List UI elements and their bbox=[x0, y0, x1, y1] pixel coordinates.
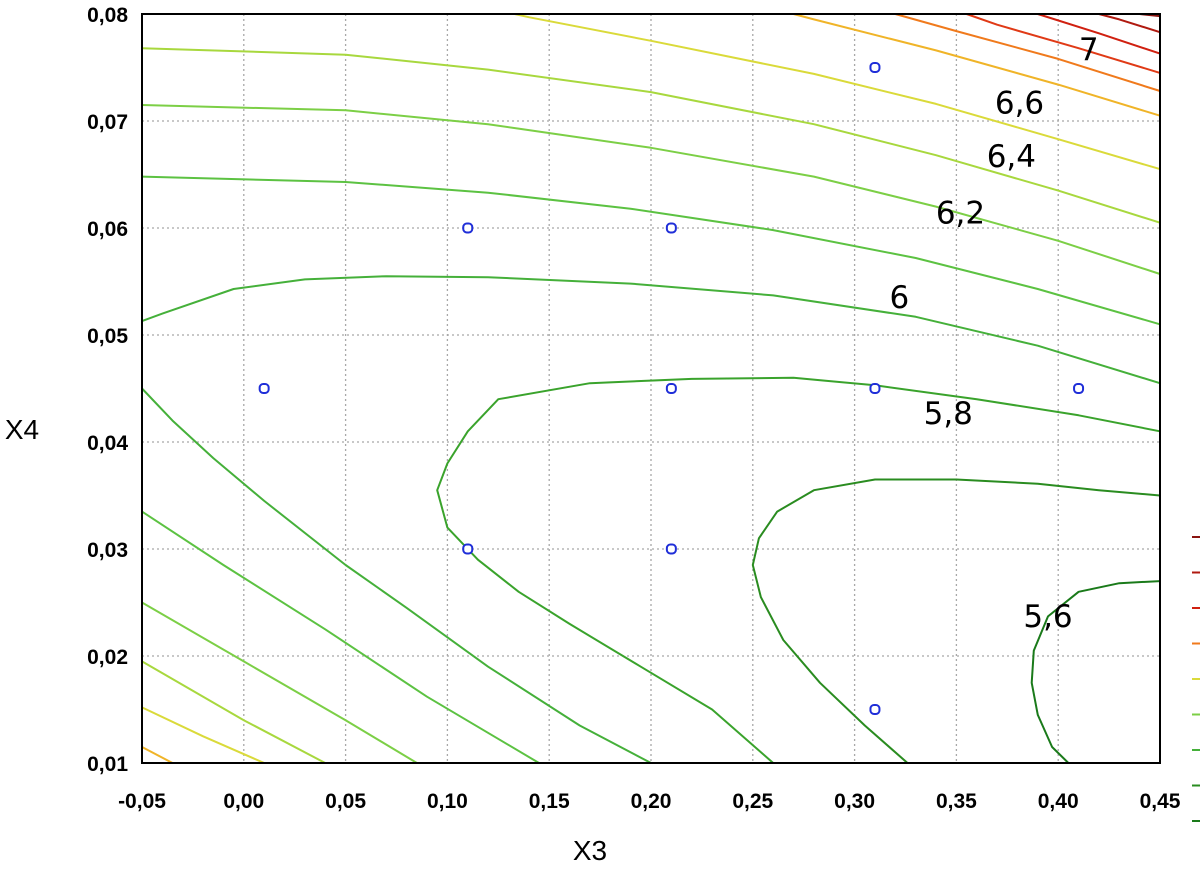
x-tick-label: 0,35 bbox=[936, 790, 977, 813]
y-tick-label: 0,04 bbox=[87, 432, 128, 455]
y-axis-title: X4 bbox=[5, 414, 39, 445]
x-tick-label: -0,05 bbox=[118, 790, 166, 813]
y-tick-label: 0,01 bbox=[87, 753, 128, 776]
x-tick-label: 0,20 bbox=[631, 790, 672, 813]
design-point bbox=[258, 383, 270, 394]
contour-label: 7 bbox=[1079, 32, 1099, 68]
contour-label: 5,6 bbox=[1023, 599, 1072, 635]
contour-labels: 7 6,6 6,46,2 6 5,8 5,6 bbox=[890, 32, 1099, 635]
contour-line bbox=[514, 13, 1161, 171]
contour-line bbox=[141, 660, 326, 764]
contour-line bbox=[895, 13, 1161, 92]
contour-line bbox=[966, 13, 1161, 74]
contour-line bbox=[141, 706, 265, 764]
x-tick-label: 0,30 bbox=[834, 790, 875, 813]
grid bbox=[142, 14, 1160, 763]
contour-line bbox=[141, 746, 173, 764]
contour-line bbox=[1098, 13, 1161, 34]
y-axis-ticks: 0,01 0,02 0,03 0,04 0,05 0,06 0,07 0,08 bbox=[87, 4, 128, 776]
contour-line bbox=[141, 104, 1161, 275]
y-tick-label: 0,05 bbox=[87, 325, 128, 348]
contour-line bbox=[141, 387, 652, 764]
design-point bbox=[1073, 383, 1085, 394]
y-tick-label: 0,02 bbox=[87, 646, 128, 669]
y-tick-label: 0,06 bbox=[87, 218, 128, 241]
contour-line bbox=[141, 47, 1161, 224]
design-point bbox=[462, 222, 474, 234]
x-tick-label: 0,45 bbox=[1140, 790, 1181, 813]
design-point bbox=[665, 543, 677, 555]
x-tick-label: 0,05 bbox=[325, 790, 366, 813]
contour-line bbox=[141, 601, 418, 764]
contour-line bbox=[1037, 13, 1161, 55]
design-point bbox=[869, 704, 881, 715]
legend bbox=[1192, 536, 1200, 822]
design-points bbox=[258, 62, 1085, 715]
contour-line bbox=[751, 478, 1161, 764]
contour-line bbox=[141, 510, 540, 764]
design-point bbox=[869, 383, 881, 394]
contour-line bbox=[436, 376, 1161, 764]
x-tick-label: 0,15 bbox=[529, 790, 570, 813]
contour-label: 6,4 bbox=[987, 139, 1036, 175]
design-point bbox=[665, 383, 677, 394]
contour-label: 6,6 bbox=[995, 85, 1044, 121]
design-point bbox=[869, 62, 881, 73]
design-point bbox=[665, 222, 677, 234]
x-tick-label: 0,40 bbox=[1038, 790, 1079, 813]
y-tick-label: 0,08 bbox=[87, 4, 128, 27]
y-tick-label: 0,03 bbox=[87, 539, 128, 562]
y-tick-label: 0,07 bbox=[87, 111, 128, 134]
contour-line bbox=[141, 175, 1161, 326]
contour-line bbox=[1030, 580, 1161, 764]
contour-lines bbox=[141, 13, 1161, 764]
design-point bbox=[462, 543, 474, 555]
x-tick-label: 0,00 bbox=[223, 790, 264, 813]
contour-label: 5,8 bbox=[924, 396, 973, 432]
x-tick-label: 0,10 bbox=[427, 790, 468, 813]
contour-line bbox=[141, 275, 1161, 385]
x-tick-label: 0,25 bbox=[732, 790, 773, 813]
x-axis-ticks: -0,05 0,00 0,05 0,10 0,15 0,20 0,25 0,30 0,35 0,4… bbox=[118, 790, 1181, 813]
contour-label: 6,2 bbox=[936, 196, 985, 232]
plot-frame bbox=[141, 13, 1161, 764]
contour-label: 6 bbox=[890, 280, 910, 316]
contour-line bbox=[793, 13, 1161, 117]
x-axis-title: X3 bbox=[573, 835, 607, 866]
